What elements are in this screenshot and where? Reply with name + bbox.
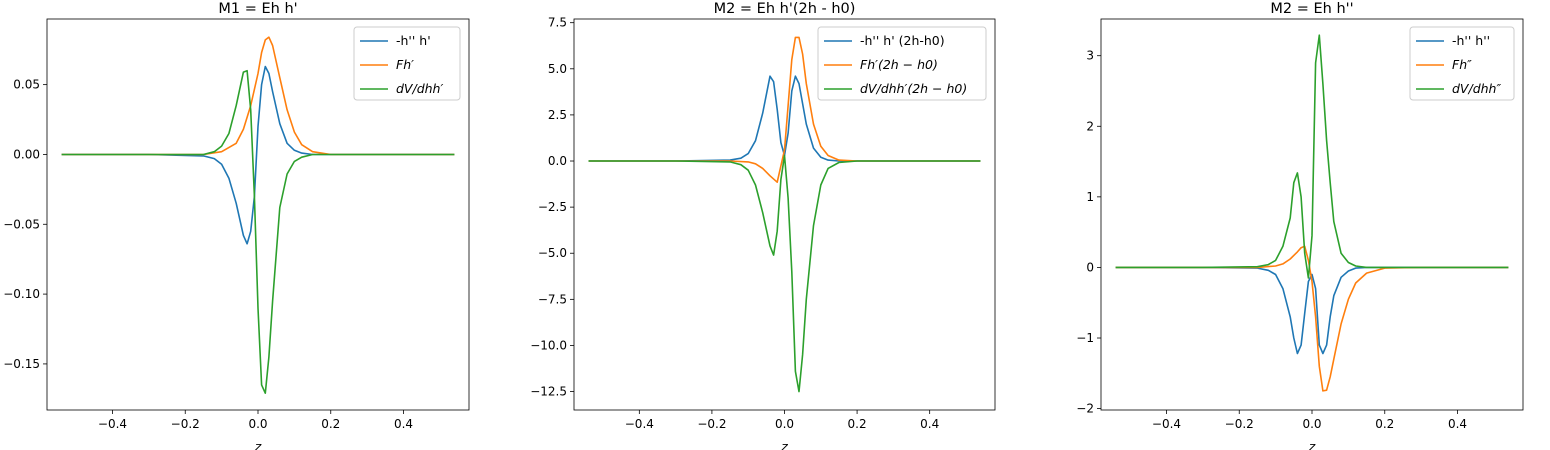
legend-entry-2: Fh′ [396, 57, 414, 72]
x-tick-label: 0.2 [321, 417, 340, 431]
legend: -h'' h' (2h-h0) Fh′(2h − h0) dV/dhh′(2h − … [817, 26, 987, 101]
plot-frame [46, 18, 470, 411]
y-tick-label: 1 [1086, 190, 1094, 204]
x-tick-label: −0.4 [1152, 417, 1181, 431]
chart-title: M1 = Eh h' [218, 1, 297, 17]
series-line-3 [588, 154, 981, 393]
series-line-3 [61, 69, 455, 395]
y-tick-label: 7.5 [548, 16, 567, 30]
y-tick-label: −0.15 [3, 357, 40, 371]
legend-entry-1: -h'' h'' [1452, 33, 1490, 48]
x-axis-label: z [780, 439, 788, 450]
legend-entry-2: Fh″ [1452, 57, 1472, 72]
x-tick-label: 0.0 [775, 417, 794, 431]
chart-title: M2 = Eh h'(2h - h0) [714, 1, 856, 17]
y-tick-label: 3 [1086, 49, 1094, 63]
y-tick-label: −1 [1076, 331, 1094, 345]
legend-entry-3: dV/dhh′(2h − h0) [860, 81, 967, 96]
chart-title: M2 = Eh h'' [1270, 1, 1353, 17]
y-tick-label: −2 [1076, 402, 1094, 416]
y-tick-label: 2.5 [548, 108, 567, 122]
legend-entry-2: Fh′(2h − h0) [860, 57, 938, 72]
y-tick-label: 5.0 [548, 62, 567, 76]
y-tick-label: −7.5 [538, 292, 567, 306]
plot-frame [573, 18, 996, 411]
y-tick-label: −0.05 [3, 217, 40, 231]
y-tick-label: −5.0 [538, 246, 567, 260]
x-tick-label: 0.4 [920, 417, 939, 431]
series-line-1 [61, 65, 455, 245]
series-line-2 [61, 36, 455, 156]
plot-frame [1100, 18, 1524, 411]
chart-panel-3: M2 = Eh h'' −0.4 −0.2 0.0 0.2 0.4 −2 −1 0 1 2 3 z -h'… [1076, 1, 1524, 450]
y-tick-label: 0.00 [13, 147, 40, 161]
x-tick-label: −0.4 [98, 417, 127, 431]
chart-panel-2: M2 = Eh h'(2h - h0) −0.4 −0.2 0.0 0.2 0.4 −12.… [530, 1, 996, 450]
series-line-1 [1115, 266, 1509, 355]
legend-box [1409, 26, 1515, 101]
x-tick-label: −0.2 [171, 417, 200, 431]
x-tick-label: 0.2 [1375, 417, 1394, 431]
series-line-2 [1115, 245, 1509, 392]
legend-entry-3: dV/dhh′ [396, 81, 443, 96]
y-tick-label: −12.5 [530, 385, 567, 399]
x-tick-label: −0.2 [697, 417, 726, 431]
y-tick-label: −0.10 [3, 287, 40, 301]
x-tick-label: −0.2 [1225, 417, 1254, 431]
x-axis-label: z [1308, 439, 1316, 450]
series-line-3 [1115, 34, 1509, 279]
legend-entry-3: dV/dhh″ [1452, 81, 1501, 96]
legend-entry-1: -h'' h' [396, 33, 431, 48]
x-tick-label: −0.4 [625, 417, 654, 431]
x-tick-label: 0.4 [1448, 417, 1467, 431]
y-tick-label: −2.5 [538, 200, 567, 214]
legend-entry-1: -h'' h' (2h-h0) [860, 33, 945, 48]
legend-box [353, 26, 461, 101]
x-tick-label: 0.0 [1302, 417, 1321, 431]
y-tick-label: −10.0 [530, 338, 567, 352]
x-tick-label: 0.4 [394, 417, 413, 431]
y-tick-label: 2 [1086, 119, 1094, 133]
legend: -h'' h' Fh′ dV/dhh′ [353, 26, 461, 101]
x-tick-label: 0.2 [848, 417, 867, 431]
chart-panel-1: M1 = Eh h' −0.4 −0.2 0.0 0.2 0.4 −0.15 −0.10 −0.… [3, 1, 470, 450]
x-tick-label: 0.0 [248, 417, 267, 431]
legend: -h'' h'' Fh″ dV/dhh″ [1409, 26, 1515, 101]
legend-box [817, 26, 987, 101]
series-line-2 [588, 36, 981, 183]
y-tick-label: 0 [1086, 260, 1094, 274]
x-axis-label: z [254, 439, 262, 450]
y-tick-label: 0.0 [548, 154, 567, 168]
y-tick-label: 0.05 [13, 78, 40, 92]
